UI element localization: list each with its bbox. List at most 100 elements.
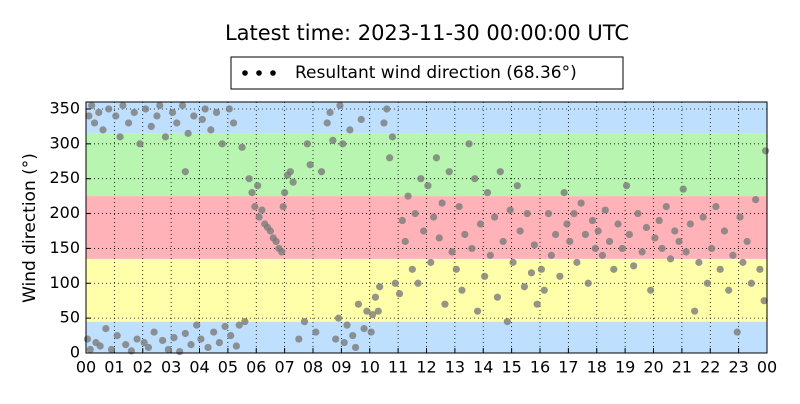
- data-point: [503, 318, 511, 326]
- data-point: [380, 119, 388, 127]
- data-point: [383, 105, 391, 113]
- x-tick-label: 12: [416, 358, 436, 377]
- data-point: [642, 223, 651, 232]
- data-point: [563, 220, 571, 228]
- y-tick-label: 350: [49, 98, 80, 117]
- data-point: [671, 227, 679, 235]
- data-point: [605, 237, 614, 246]
- data-point: [699, 213, 707, 221]
- data-point: [481, 272, 489, 280]
- data-point: [552, 230, 560, 239]
- data-point: [513, 182, 521, 190]
- x-tick-label: 00: [757, 358, 777, 377]
- data-point: [420, 227, 428, 235]
- data-point: [198, 115, 206, 124]
- data-point: [354, 300, 362, 308]
- data-point: [351, 343, 360, 352]
- x-tick-label: 03: [161, 358, 181, 377]
- legend-marker: [242, 70, 276, 76]
- x-tick-label: 22: [700, 358, 720, 377]
- data-point: [83, 335, 92, 343]
- data-point: [295, 335, 303, 343]
- data-point: [368, 311, 377, 319]
- data-point: [448, 248, 456, 256]
- data-point: [133, 335, 141, 343]
- data-point: [401, 237, 409, 246]
- data-point: [107, 345, 116, 354]
- data-point: [691, 307, 699, 315]
- data-point: [278, 248, 286, 256]
- data-point: [326, 108, 334, 117]
- data-point: [398, 216, 406, 225]
- data-point: [197, 335, 205, 343]
- data-point: [544, 209, 553, 218]
- data-point: [343, 321, 351, 329]
- data-point: [156, 101, 164, 110]
- data-point: [207, 126, 215, 134]
- data-point: [360, 324, 368, 333]
- data-point: [417, 175, 425, 183]
- legend-dot: [242, 70, 248, 76]
- data-point: [594, 227, 602, 235]
- data-point: [666, 255, 675, 263]
- data-point: [113, 331, 121, 340]
- data-point: [414, 279, 422, 287]
- data-point: [573, 258, 581, 266]
- x-tick-label: 18: [587, 358, 607, 377]
- data-point: [229, 119, 238, 127]
- data-point: [332, 335, 340, 343]
- data-point: [190, 112, 198, 120]
- x-tick-label: 16: [530, 358, 550, 377]
- data-point: [176, 348, 184, 356]
- data-point: [340, 338, 348, 347]
- x-tick-label: 11: [388, 358, 408, 377]
- data-point: [124, 119, 133, 127]
- data-point: [547, 251, 555, 259]
- data-point: [178, 101, 187, 110]
- data-point: [465, 140, 473, 148]
- data-point: [570, 209, 578, 218]
- x-tick-label: 19: [615, 358, 635, 377]
- data-point: [266, 227, 275, 235]
- y-tick-label: 250: [49, 168, 80, 187]
- data-point: [279, 202, 287, 211]
- data-point: [241, 318, 249, 326]
- data-point: [720, 227, 729, 235]
- data-point: [386, 154, 394, 162]
- data-point: [703, 279, 712, 287]
- data-point: [238, 143, 246, 151]
- data-point: [147, 122, 155, 131]
- data-point: [168, 108, 177, 117]
- x-tick-label: 07: [274, 358, 294, 377]
- data-point: [281, 189, 289, 197]
- data-point: [408, 265, 416, 273]
- data-point: [339, 140, 347, 148]
- data-point: [218, 140, 226, 148]
- data-point: [251, 202, 259, 211]
- x-tick-label: 10: [360, 358, 380, 377]
- data-point: [85, 112, 93, 120]
- data-point: [473, 307, 482, 315]
- data-point: [496, 168, 504, 176]
- x-tick-label: 02: [133, 358, 153, 377]
- data-point: [752, 196, 760, 204]
- data-point: [458, 286, 466, 294]
- data-point: [193, 321, 201, 329]
- legend-dot: [270, 70, 276, 76]
- data-point: [272, 237, 280, 246]
- data-point: [716, 265, 724, 273]
- data-point: [245, 175, 253, 183]
- y-tick-label: 200: [49, 203, 80, 222]
- data-point: [161, 133, 170, 141]
- data-point: [363, 307, 371, 315]
- data-point: [411, 209, 419, 218]
- x-tick-label: 14: [473, 358, 493, 377]
- data-point: [102, 324, 110, 333]
- data-point: [212, 108, 221, 117]
- data-point: [181, 329, 189, 338]
- data-point: [429, 213, 438, 221]
- data-point: [736, 213, 744, 221]
- data-point: [371, 293, 380, 301]
- data-point: [300, 318, 309, 326]
- data-point: [566, 237, 574, 246]
